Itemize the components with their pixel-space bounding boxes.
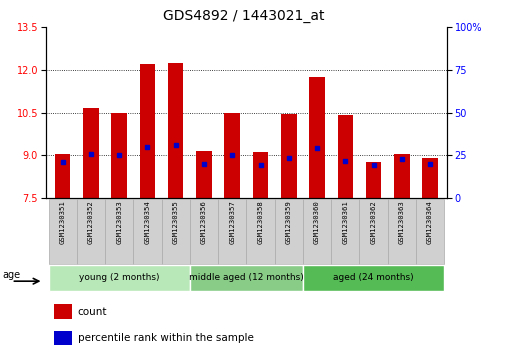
FancyBboxPatch shape (190, 199, 218, 264)
Bar (394, 154, 409, 198)
Text: GSM1230360: GSM1230360 (314, 200, 320, 244)
Bar (253, 152, 268, 198)
Text: GSM1230358: GSM1230358 (258, 200, 264, 244)
Bar (54, 305, 72, 319)
Text: young (2 months): young (2 months) (79, 273, 160, 282)
Bar (225, 113, 240, 198)
FancyBboxPatch shape (360, 199, 388, 264)
Text: GSM1230355: GSM1230355 (173, 200, 179, 244)
FancyBboxPatch shape (49, 265, 190, 291)
Text: GSM1230363: GSM1230363 (399, 200, 405, 244)
Text: GSM1230359: GSM1230359 (286, 200, 292, 244)
Bar (337, 115, 353, 198)
Bar (366, 162, 382, 198)
Bar (422, 158, 438, 198)
FancyBboxPatch shape (331, 199, 360, 264)
Bar (281, 114, 297, 198)
FancyBboxPatch shape (303, 199, 331, 264)
Text: GDS4892 / 1443021_at: GDS4892 / 1443021_at (163, 9, 325, 23)
FancyBboxPatch shape (190, 265, 303, 291)
FancyBboxPatch shape (162, 199, 190, 264)
Bar (55, 154, 71, 198)
FancyBboxPatch shape (105, 199, 133, 264)
Bar (54, 331, 72, 345)
Bar (168, 63, 183, 198)
Text: age: age (2, 270, 20, 280)
Bar (140, 64, 155, 198)
FancyBboxPatch shape (275, 199, 303, 264)
Bar (309, 77, 325, 198)
Text: GSM1230364: GSM1230364 (427, 200, 433, 244)
FancyBboxPatch shape (218, 199, 246, 264)
Text: aged (24 months): aged (24 months) (333, 273, 414, 282)
Text: GSM1230353: GSM1230353 (116, 200, 122, 244)
Bar (83, 108, 99, 198)
Bar (111, 113, 127, 198)
Text: GSM1230357: GSM1230357 (229, 200, 235, 244)
Text: GSM1230352: GSM1230352 (88, 200, 94, 244)
FancyBboxPatch shape (246, 199, 275, 264)
Text: percentile rank within the sample: percentile rank within the sample (78, 334, 253, 343)
Text: GSM1230351: GSM1230351 (59, 200, 66, 244)
FancyBboxPatch shape (49, 199, 77, 264)
FancyBboxPatch shape (133, 199, 162, 264)
Text: count: count (78, 307, 107, 317)
FancyBboxPatch shape (388, 199, 416, 264)
Text: GSM1230354: GSM1230354 (144, 200, 150, 244)
Text: GSM1230356: GSM1230356 (201, 200, 207, 244)
Text: middle aged (12 months): middle aged (12 months) (189, 273, 304, 282)
Text: GSM1230361: GSM1230361 (342, 200, 348, 244)
Bar (196, 151, 212, 198)
FancyBboxPatch shape (416, 199, 444, 264)
FancyBboxPatch shape (303, 265, 444, 291)
FancyBboxPatch shape (77, 199, 105, 264)
Text: GSM1230362: GSM1230362 (370, 200, 376, 244)
